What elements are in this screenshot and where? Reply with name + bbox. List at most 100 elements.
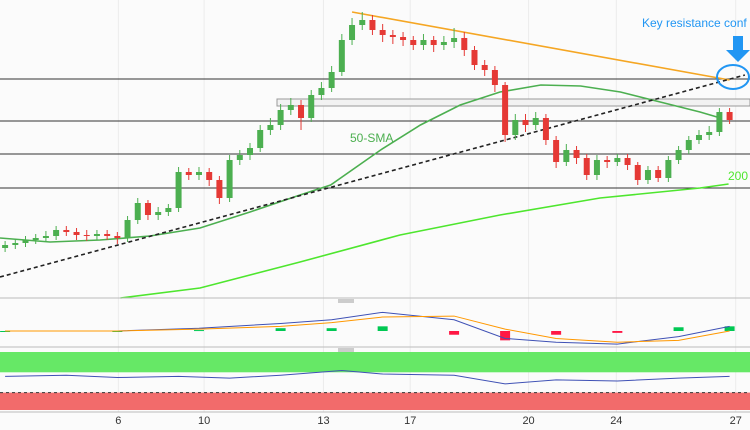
candle-body — [53, 230, 60, 236]
candle-body — [369, 20, 376, 30]
resize-handle[interactable] — [338, 299, 354, 303]
macd-histogram-bar — [193, 330, 204, 332]
candle-body — [308, 95, 315, 118]
candle-body — [155, 212, 162, 215]
candle-body — [624, 158, 631, 165]
candle-body — [706, 132, 713, 135]
candle-body — [124, 220, 131, 238]
candle-body — [461, 38, 468, 50]
candle-body — [726, 112, 733, 120]
candle-body — [532, 118, 539, 125]
x-tick-label: 27 — [730, 415, 742, 427]
candle-body — [410, 40, 417, 45]
candle-body — [665, 160, 672, 178]
candle-body — [12, 243, 19, 245]
candle-body — [583, 158, 590, 175]
candle-body — [695, 135, 702, 140]
candle-body — [522, 120, 529, 125]
candle-body — [42, 236, 49, 238]
trendline — [0, 74, 746, 278]
macd-histogram-bar — [551, 331, 562, 335]
candle-body — [675, 150, 682, 160]
candle-body — [471, 50, 478, 65]
candle-body — [420, 40, 427, 45]
candle-body — [338, 40, 345, 72]
candle-body — [634, 165, 641, 180]
candle-body — [451, 38, 458, 42]
candle-body — [716, 112, 723, 132]
highlight-circle — [716, 64, 750, 90]
annotation: 50-SMA — [350, 131, 393, 145]
macd-histogram-bar — [724, 326, 735, 331]
candle-body — [389, 35, 396, 37]
macd-histogram-bar — [500, 331, 511, 341]
candle-body — [134, 203, 141, 220]
oversold-band — [0, 392, 750, 410]
macd-histogram-bar — [673, 327, 684, 331]
candle-body — [2, 245, 9, 248]
candle-body — [542, 118, 549, 140]
candle-body — [318, 88, 325, 95]
trendline — [351, 11, 730, 81]
candle-body — [175, 172, 182, 208]
level-band — [276, 98, 750, 107]
rsi-line — [5, 370, 730, 385]
annotation: 200 — [728, 169, 748, 183]
candle-body — [216, 180, 223, 198]
x-tick-label: 24 — [610, 415, 622, 427]
candle-body — [604, 160, 611, 162]
candle-body — [328, 72, 335, 88]
candle-body — [32, 238, 39, 240]
candle-body — [553, 140, 560, 162]
candle-body — [440, 42, 447, 45]
candle-body — [83, 235, 90, 236]
candle-body — [165, 208, 172, 212]
candle-body — [206, 172, 213, 180]
candle-body — [267, 125, 274, 130]
candle-body — [563, 150, 570, 162]
candle-body — [430, 40, 437, 45]
candle-body — [144, 203, 151, 215]
candle-body — [257, 130, 264, 148]
candle-body — [614, 158, 621, 162]
candle-body — [593, 160, 600, 175]
candle-body — [73, 232, 80, 235]
candle-body — [481, 65, 488, 70]
macd-histogram-bar — [275, 328, 286, 331]
candle-body — [359, 20, 366, 25]
x-tick-label: 20 — [522, 415, 534, 427]
candle-body — [104, 234, 111, 236]
candle-body — [226, 160, 233, 198]
candle-body — [298, 105, 305, 118]
annotation: Key resistance conf — [642, 16, 747, 30]
candle-body — [573, 150, 580, 158]
candle-body — [685, 140, 692, 150]
candle-body — [22, 240, 29, 243]
candle-body — [114, 236, 121, 238]
candle-body — [287, 105, 294, 110]
candle-body — [502, 85, 509, 135]
candle-body — [512, 120, 519, 135]
candle-body — [247, 148, 253, 155]
resize-handle[interactable] — [338, 348, 354, 352]
candle-body — [185, 172, 192, 175]
candle-body — [236, 155, 243, 160]
macd-histogram-bar — [326, 328, 337, 331]
arrow — [726, 36, 750, 62]
candle-body — [93, 234, 100, 236]
x-tick-label: 10 — [198, 415, 210, 427]
candle-body — [491, 70, 498, 85]
macd-histogram-bar — [377, 326, 388, 331]
candle-body — [655, 170, 662, 178]
candle-body — [195, 172, 202, 175]
x-tick-label: 6 — [115, 415, 121, 427]
overbought-band — [0, 352, 750, 373]
candle-body — [379, 30, 386, 35]
candle-body — [63, 230, 70, 232]
candle-body — [277, 110, 284, 125]
moving-average — [120, 183, 729, 299]
signal-line — [5, 315, 730, 343]
x-tick-label: 13 — [317, 415, 329, 427]
